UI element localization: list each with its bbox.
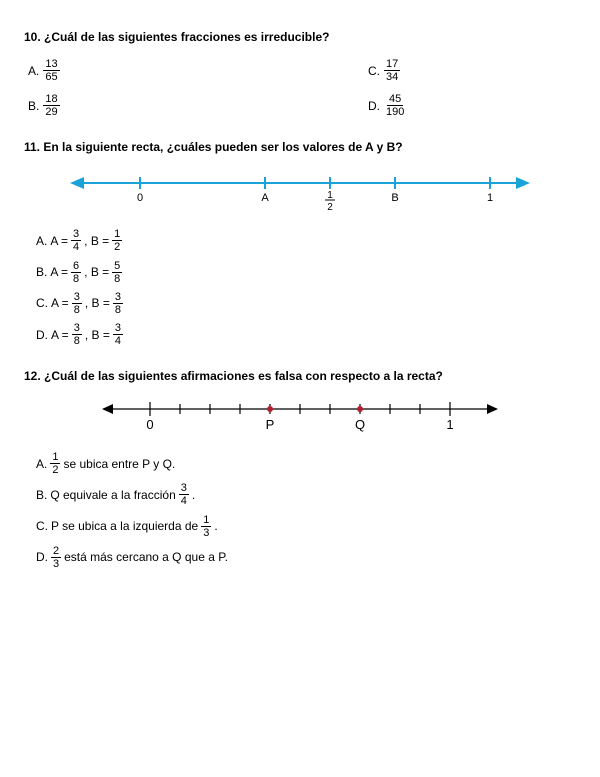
q11-numberline: 0A12B1 — [24, 168, 576, 214]
fraction: 1829 — [43, 93, 59, 118]
svg-text:0: 0 — [137, 192, 143, 204]
question-12: 12. ¿Cuál de las siguientes afirmaciones… — [24, 369, 576, 570]
q12-title: 12. ¿Cuál de las siguientes afirmaciones… — [24, 369, 576, 383]
fraction: 1734 — [384, 58, 400, 83]
option-label: A. — [36, 234, 47, 248]
fraction: 45190 — [384, 93, 406, 118]
option-label: D. — [36, 328, 48, 342]
q12-numberline: 0 P Q 1 — [24, 397, 576, 437]
q11-option-b: B. A = 68 , B = 58 — [36, 260, 576, 285]
q11-option-a: A. A = 34 , B = 12 — [36, 228, 576, 253]
q10-option-a: A. 1365 — [28, 58, 368, 83]
q10-option-c: C. 1734 — [368, 58, 400, 83]
svg-text:A: A — [261, 192, 269, 204]
q10-title: 10. ¿Cuál de las siguientes fracciones e… — [24, 30, 576, 44]
option-label: A. — [36, 457, 47, 471]
svg-text:1: 1 — [487, 192, 493, 204]
q12-options: A. 12 se ubica entre P y Q. B. Q equival… — [36, 451, 576, 570]
svg-text:B: B — [391, 192, 398, 204]
question-11: 11. En la siguiente recta, ¿cuáles puede… — [24, 140, 576, 347]
svg-text:0: 0 — [146, 417, 153, 432]
option-label: C. — [36, 296, 48, 310]
option-label: B. — [28, 99, 39, 113]
q12-option-d: D. 23 está más cercano a Q que a P. — [36, 545, 576, 570]
q11-option-c: C. A = 38 , B = 38 — [36, 291, 576, 316]
svg-text:1: 1 — [327, 190, 333, 201]
fraction: 1365 — [43, 58, 59, 83]
q12-option-c: C. P se ubica a la izquierda de 13 . — [36, 514, 576, 539]
svg-text:1: 1 — [446, 417, 453, 432]
q11-title: 11. En la siguiente recta, ¿cuáles puede… — [24, 140, 576, 154]
q11-option-d: D. A = 38 , B = 34 — [36, 322, 576, 347]
q11-options: A. A = 34 , B = 12 B. A = 68 , B = 58 C.… — [36, 228, 576, 347]
svg-text:P: P — [266, 417, 275, 432]
option-label: C. — [36, 519, 48, 533]
svg-text:Q: Q — [355, 417, 365, 432]
option-label: C. — [368, 64, 380, 78]
q12-option-a: A. 12 se ubica entre P y Q. — [36, 451, 576, 476]
q10-option-d: D. 45190 — [368, 93, 406, 118]
svg-text:2: 2 — [327, 202, 333, 213]
option-label: A. — [28, 64, 39, 78]
q12-option-b: B. Q equivale a la fracción 34 . — [36, 482, 576, 507]
option-label: D. — [368, 99, 380, 113]
option-label: B. — [36, 488, 47, 502]
question-10: 10. ¿Cuál de las siguientes fracciones e… — [24, 30, 576, 118]
option-label: B. — [36, 265, 47, 279]
q10-option-b: B. 1829 — [28, 93, 368, 118]
option-label: D. — [36, 550, 48, 564]
